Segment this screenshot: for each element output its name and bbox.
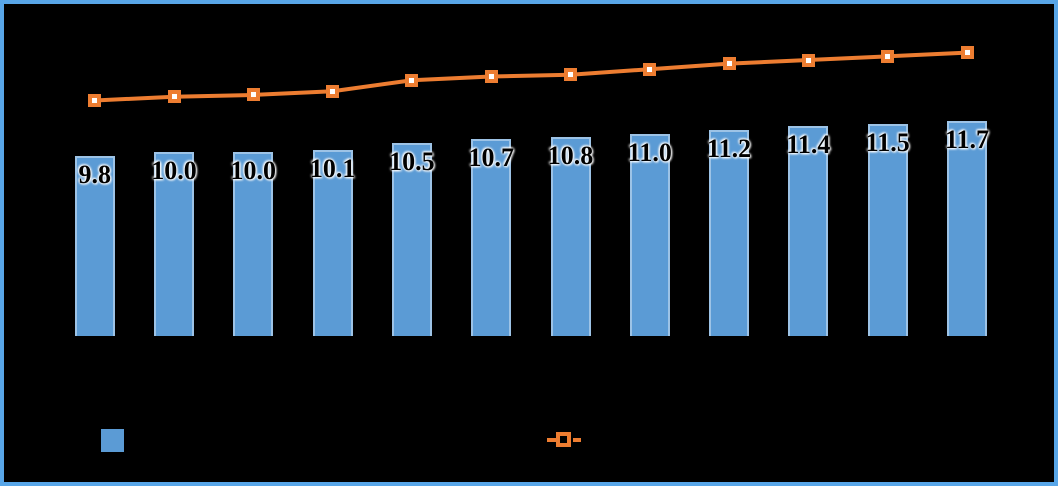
line-marker-icon [167,90,181,104]
bar [74,155,115,336]
bar-value-label: 11.2 [707,133,752,163]
bar [233,152,274,336]
line-marker-icon [564,68,577,82]
bar-value-label: 10.5 [389,146,435,176]
bar [550,137,591,336]
legend [4,4,1054,482]
bar-value-label: 11.4 [786,130,831,160]
legend-line-marker-icon [547,432,581,448]
line-marker-icon [88,93,102,107]
bar [471,139,512,336]
line-marker-icon [246,88,260,102]
line-marker-icon [722,57,736,71]
line-marker-icon [405,73,419,87]
legend-line-dash-right-icon [573,438,581,442]
bar-value-label: 10.8 [547,141,594,171]
line-marker-icon [881,49,895,63]
bar-value-label: 10.1 [309,154,356,184]
trend-line [94,50,968,103]
bar [312,150,353,336]
bar-value-label: 10.0 [230,156,277,185]
line-marker-icon [484,70,498,84]
bar-value-label: 9.8 [78,159,111,189]
line-marker-icon [643,62,657,76]
bar [709,129,750,336]
bar-value-label: 11.7 [944,124,990,154]
bar [788,126,829,336]
legend-line-square-icon [556,432,571,447]
bar-value-label: 10.7 [468,143,514,173]
bar [629,133,670,336]
bar [154,152,194,336]
bar [867,124,908,336]
trend-line-layer [94,50,968,103]
bar-value-label: 10.0 [151,156,197,185]
line-marker-icon [960,46,974,60]
line-marker-icon [801,53,815,67]
bar [947,120,987,336]
plot-area: 9.8 10.0 10.0 10.1 10.5 10.7 10.8 11.0 11.2 11.4 1… [4,4,1054,482]
legend-bar-swatch [101,429,124,452]
line-marker-icon [326,84,340,98]
legend-line-dash-left-icon [547,438,556,442]
bar-value-label: 11.5 [865,128,910,158]
bar-value-label: 11.0 [627,137,672,167]
bar [391,142,432,336]
